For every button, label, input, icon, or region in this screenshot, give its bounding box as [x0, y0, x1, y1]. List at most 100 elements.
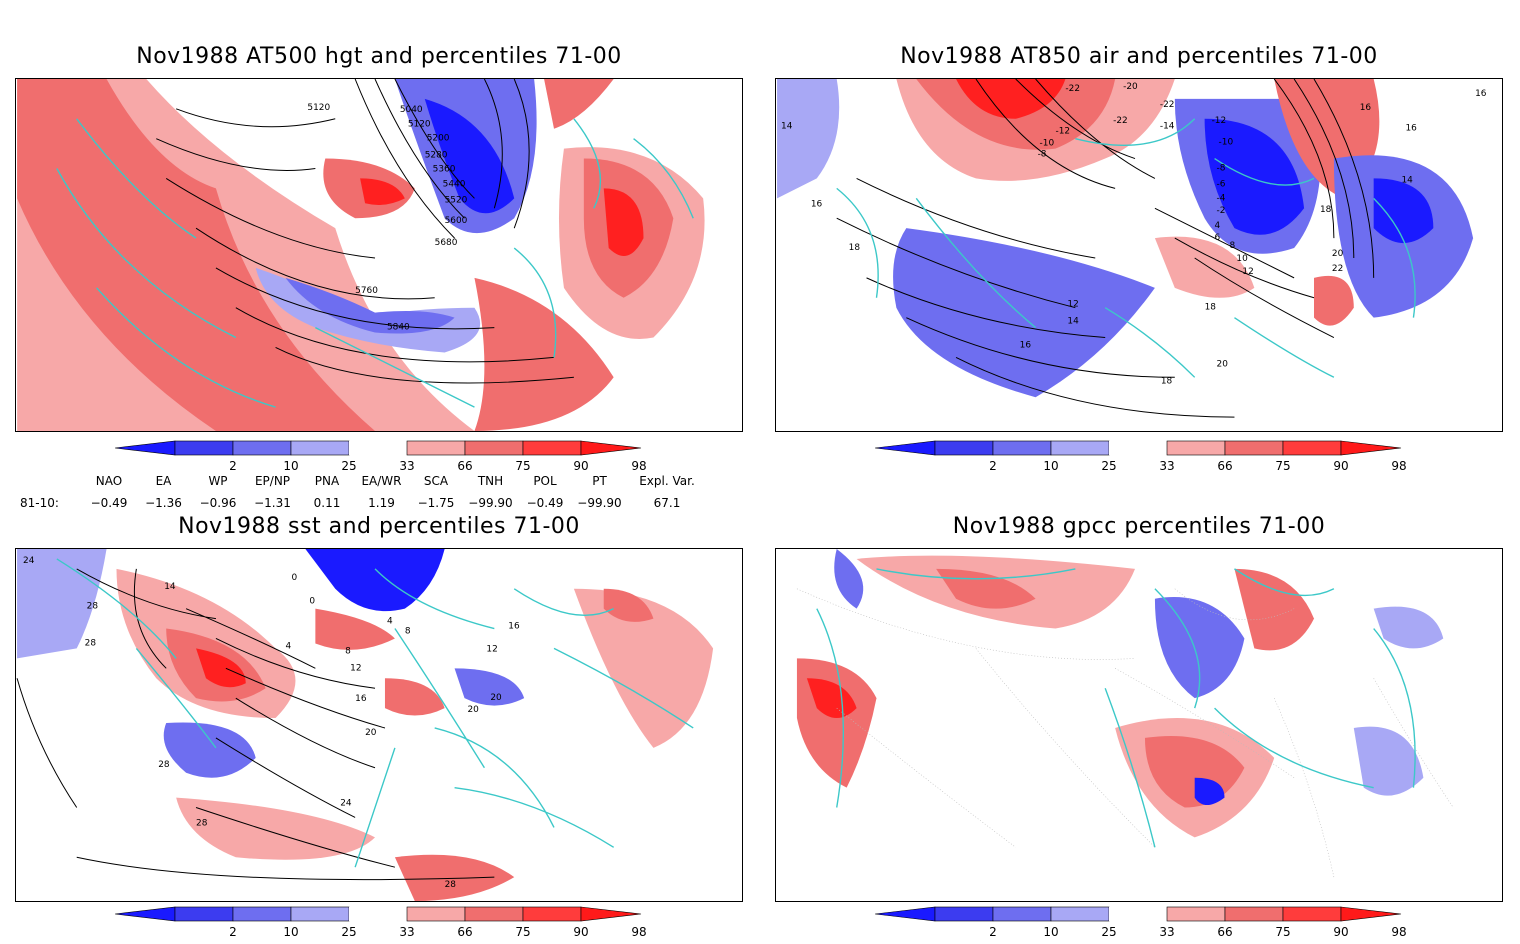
contour-label: 0	[309, 597, 315, 607]
contour-label: 16	[811, 199, 823, 209]
contour-label: -8	[1217, 163, 1226, 173]
contour-label: 16	[1405, 124, 1417, 134]
contour-label: 18	[1161, 376, 1173, 386]
contour-label: 8	[1229, 241, 1235, 251]
colorbar-segment	[406, 440, 466, 456]
colorbar-segment	[1224, 906, 1284, 922]
index-value: −99.90	[468, 496, 513, 510]
colorbar-arrow-high	[580, 440, 642, 456]
index-header: WP	[208, 474, 228, 488]
contour-label: 18	[1320, 205, 1332, 215]
colorbar-tick-label: 90	[1333, 925, 1348, 939]
colorbar-segment	[934, 440, 994, 456]
colorbar-tick-label: 98	[1391, 925, 1406, 939]
anom-blue-light	[777, 79, 840, 199]
height-contours-trough	[354, 79, 530, 239]
colorbar-segment	[522, 440, 582, 456]
colorbar-tick-label: 90	[573, 459, 588, 473]
colorbar-tick-label: 2	[229, 459, 237, 473]
index-header: NAO	[95, 474, 123, 488]
contour-label: 12	[486, 644, 497, 654]
anom-blue-light	[1353, 726, 1424, 796]
colorbar-tick-label: 2	[989, 925, 997, 939]
colorbar-tick-label: 10	[283, 925, 298, 939]
contour-label: 8	[345, 646, 351, 656]
anom-blue-strong	[1194, 777, 1225, 806]
contour-label: 14	[164, 582, 176, 592]
anom-red-mid-3	[1234, 568, 1315, 651]
colorbar-air: 2 10 25 33 66 75 90 98	[875, 438, 1415, 478]
colorbar-hgt: 2 10 25 33 66 75 90 98	[115, 438, 655, 478]
colorbar-segment	[992, 906, 1052, 922]
colorbar-tick-label: 75	[515, 925, 530, 939]
colorbar-tick-label: 2	[989, 459, 997, 473]
index-value: −0.96	[199, 496, 237, 510]
coastlines-borders	[816, 568, 1416, 848]
anom-red-mid-2	[315, 608, 395, 650]
anom-blue-strong	[1204, 118, 1305, 235]
colorbar-tick-label: 98	[631, 459, 646, 473]
contour-label: 18	[1205, 303, 1217, 313]
colorbar-segment	[290, 440, 350, 456]
contour-label: 12	[1067, 300, 1078, 310]
colorbar-arrow-high	[580, 906, 642, 922]
index-value: −1.75	[417, 496, 455, 510]
contour-label: 6	[1215, 233, 1221, 243]
anom-blue-light-2	[1373, 606, 1444, 649]
contour-label: -22	[1113, 116, 1128, 126]
map-sst: 24 28 28 14 0 0 4 4 8 8 12 16 20 24 28 2…	[15, 548, 743, 902]
contour-label: 20	[467, 705, 479, 715]
index-value: −0.49	[526, 496, 564, 510]
colorbar-segment	[1282, 906, 1342, 922]
contour-label: 5120	[408, 120, 431, 130]
colorbar-arrow-high	[1340, 906, 1402, 922]
contour-label: 4	[387, 617, 393, 627]
anom-red-mid-5	[474, 277, 614, 431]
panel-title-hgt: Nov1988 AT500 hgt and percentiles 71-00	[136, 44, 622, 69]
index-value: 0.11	[313, 496, 341, 510]
contour-label: 24	[23, 556, 35, 566]
colorbar-segment	[992, 440, 1052, 456]
contour-label: 5360	[433, 164, 456, 174]
anom-blue-mid-2	[454, 668, 525, 706]
contour-label: 20	[1332, 249, 1344, 259]
contour-label: 4	[1215, 221, 1221, 231]
contour-label: 5680	[435, 238, 458, 248]
anom-blue-mid	[163, 722, 256, 778]
contour-label: 12	[1242, 267, 1253, 277]
contour-label: 5520	[445, 195, 468, 205]
colorbar-svg: 2 10 25 33 66 75 90 98	[115, 906, 647, 939]
temp-contours	[836, 177, 1335, 418]
anom-red-mid-2	[796, 658, 877, 788]
map-air-850: -22 -20 -12 -10 -8 -22 -22 -14 -12 -10 -…	[775, 78, 1503, 432]
contour-label: 10	[1236, 254, 1248, 264]
colorbar-segment	[406, 906, 466, 922]
colorbar-tick-label: 33	[1159, 925, 1174, 939]
index-value: −99.90	[577, 496, 622, 510]
index-header: Expl. Var.	[639, 474, 695, 488]
index-header: PNA	[314, 474, 340, 488]
map-air-850-svg: -22 -20 -12 -10 -8 -22 -22 -14 -12 -10 -…	[777, 79, 1487, 418]
map-hgt-500-svg: 5040 5120 5120 5200 5280 5360 5440 5520 …	[17, 79, 741, 431]
colorbar-gpcc: 2 10 25 33 66 75 90 98	[875, 904, 1415, 944]
map-gpcc-svg	[796, 549, 1454, 878]
height-contours	[156, 108, 574, 384]
anom-blue-mid-2	[893, 228, 1155, 398]
index-value: −1.36	[145, 496, 182, 510]
contour-label: 28	[158, 760, 170, 770]
colorbar-tick-label: 66	[1217, 459, 1232, 473]
contour-label: -10	[1040, 139, 1055, 149]
index-value: 67.1	[653, 496, 681, 510]
index-header: EA	[155, 474, 172, 488]
colorbar-arrow-low	[875, 440, 936, 456]
index-value: −1.31	[254, 496, 291, 510]
colorbar-segment	[290, 906, 350, 922]
contour-label: -2	[1217, 206, 1226, 216]
contour-label: 5280	[425, 151, 448, 161]
colorbar-segment	[1050, 906, 1110, 922]
graticule	[796, 588, 1454, 878]
anom-blue-strong-2	[1373, 178, 1434, 244]
colorbar-segment	[1166, 906, 1226, 922]
contour-label: 16	[1360, 103, 1372, 113]
colorbar-svg: 2 10 25 33 66 75 90 98	[875, 440, 1407, 473]
